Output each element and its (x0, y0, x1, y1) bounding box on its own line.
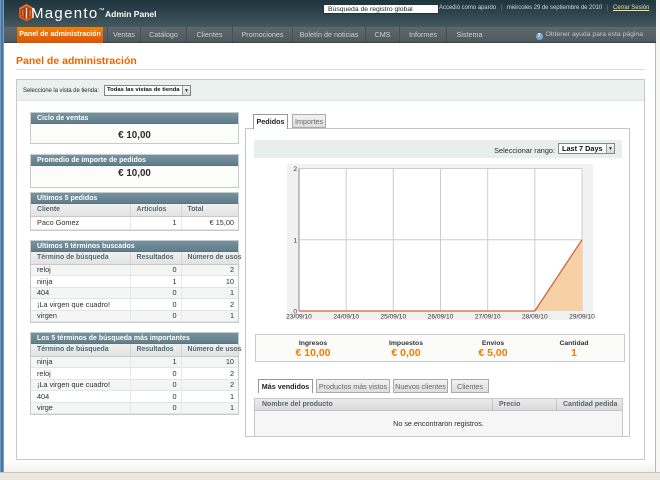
svg-text:28/09/10: 28/09/10 (522, 314, 548, 321)
svg-text:0: 0 (293, 309, 297, 316)
svg-text:2: 2 (293, 166, 297, 173)
svg-text:24/09/10: 24/09/10 (333, 314, 359, 321)
svg-text:23/09/10: 23/09/10 (286, 314, 312, 321)
svg-text:1: 1 (293, 237, 297, 244)
svg-text:27/09/10: 27/09/10 (475, 314, 501, 321)
svg-text:25/09/10: 25/09/10 (380, 314, 406, 321)
svg-text:29/09/10: 29/09/10 (569, 314, 595, 321)
svg-text:26/09/10: 26/09/10 (428, 314, 454, 321)
